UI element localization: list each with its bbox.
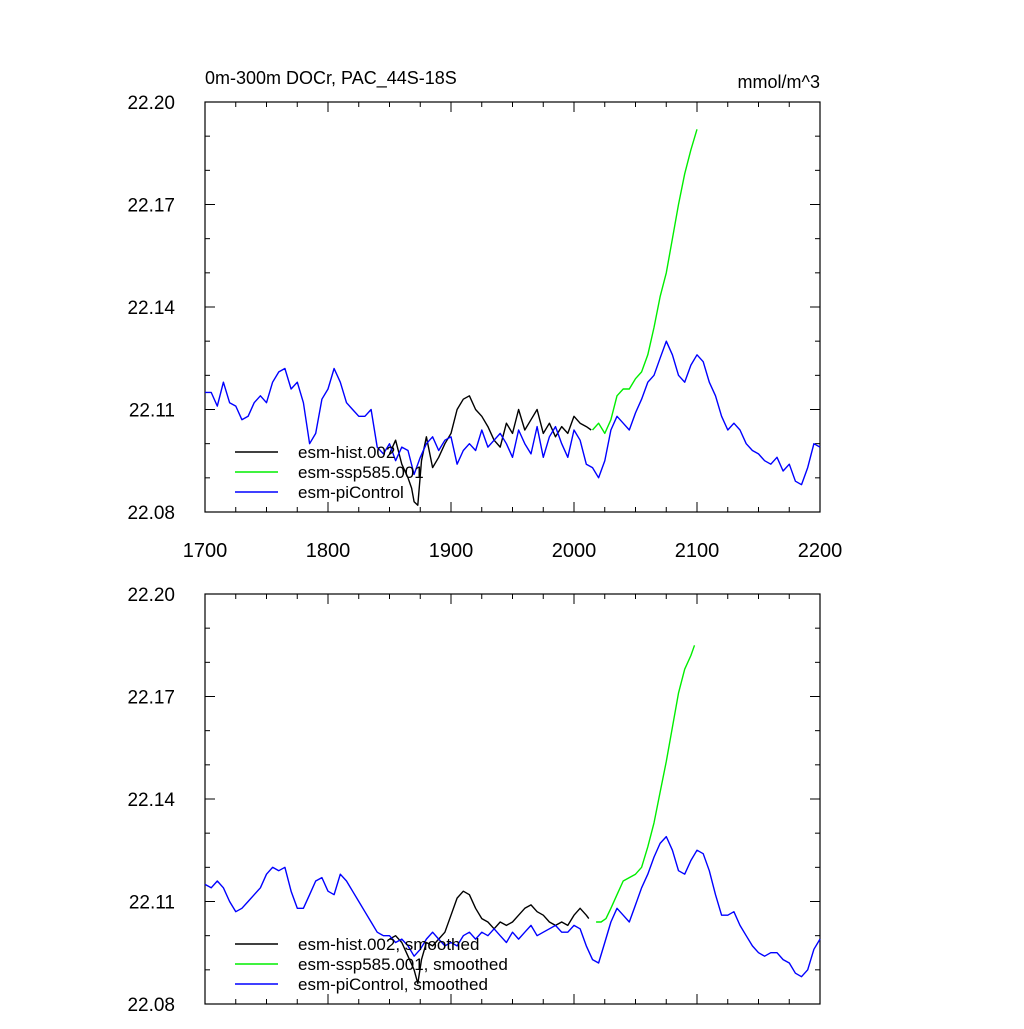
series-group-top [205,129,821,506]
y-tick-label: 22.11 [129,401,175,422]
series-line-esm-hist-002-smoothed [389,890,590,985]
units-label: mmol/m^3 [738,72,820,92]
x-tick-label: 1800 [306,540,351,562]
series-line-esm-hist-002 [388,395,592,506]
x-tick-label: 1900 [429,540,474,562]
y-tick-label: 22.14 [127,298,175,319]
y-tick-label: 22.08 [127,995,175,1016]
y-tick-label: 22.14 [127,790,175,811]
series-line-esm-ssp585-001-smoothed [596,645,696,923]
panel-bottom: 22.08 22.11 22.14 22.17 22.20 esm-hist.002, … [127,585,821,1016]
series-line-esm-ssp585-001 [591,129,698,435]
x-tick-label: 2200 [798,540,843,562]
y-tick-label: 22.20 [127,93,175,114]
legend-label: esm-piControl, smoothed [298,975,488,994]
legend-label: esm-hist.002 [298,443,395,462]
legend-label: esm-hist.002, smoothed [298,935,479,954]
chart-title: 0m-300m DOCr, PAC_44S-18S [205,68,457,89]
ticks-bottom: 22.08 22.11 22.14 22.17 22.20 [127,585,821,1016]
series-line-esm-picontrol [205,340,821,486]
x-tick-label: 2100 [675,540,720,562]
series-group-bottom [204,645,821,985]
y-tick-label: 22.08 [127,503,175,524]
ticks-top: 22.08 22.11 22.14 22.17 22.20 1700 1800 1900 200… [127,93,842,562]
y-tick-label: 22.17 [127,196,175,217]
x-tick-label: 2000 [552,540,597,562]
series-line-esm-picontrol-smoothed [204,835,821,978]
legend-label: esm-ssp585.001 [298,463,424,482]
x-tick-label: 1700 [183,540,228,562]
y-tick-label: 22.17 [127,688,175,709]
panel-top: 0m-300m DOCr, PAC_44S-18S mmol/m^3 22.08… [127,68,842,562]
y-tick-label: 22.11 [129,893,175,914]
legend-label: esm-piControl [298,483,404,502]
y-tick-label: 22.20 [127,585,175,606]
legend-label: esm-ssp585.001, smoothed [298,955,508,974]
